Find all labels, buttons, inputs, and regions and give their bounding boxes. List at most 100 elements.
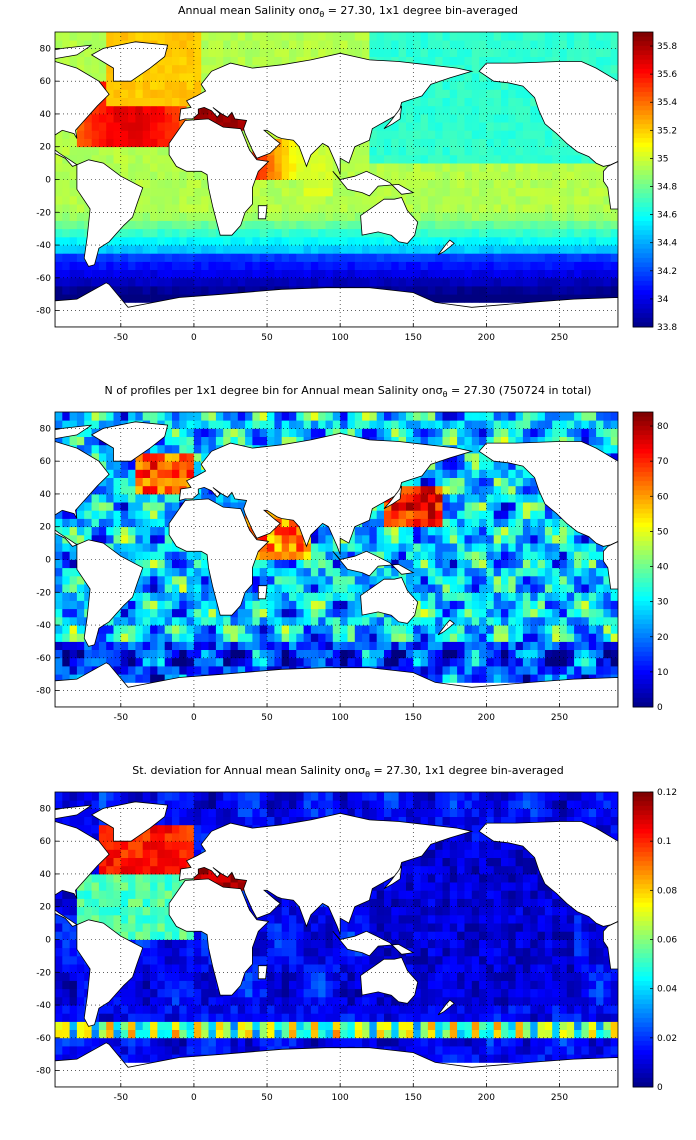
colorbar-tick-label: 35.4: [657, 98, 677, 108]
std-dev-map-plot: -50 0 50 100 150 200 250806040200-20-40-60-800…: [36, 788, 677, 1103]
landmass-eurasia: [178, 812, 474, 935]
colorbar-tick-label: 34.8: [657, 183, 677, 193]
colorbar-tick-label: 30: [657, 598, 669, 608]
x-tick-label: 150: [405, 333, 422, 343]
landmass-africa: [168, 498, 270, 616]
landmass-arctic-islands: [55, 424, 92, 440]
y-tick-label: 0: [45, 556, 51, 566]
x-tick-label: 50: [261, 1093, 273, 1103]
x-tick-label: 200: [478, 713, 495, 723]
landmass-antarctica: [55, 662, 618, 707]
colorbar-tick-label: 0.06: [657, 936, 677, 946]
y-tick-label: 60: [40, 837, 52, 847]
x-tick-label: -50: [113, 1093, 128, 1103]
data-field-layer: [55, 32, 618, 327]
landmass-africa: [168, 878, 270, 996]
colorbar-tick-label: 0.04: [657, 985, 677, 995]
landmass-arctic-islands: [55, 44, 92, 60]
y-tick-label: 20: [40, 143, 52, 153]
landmass-greenland: [90, 801, 169, 842]
landmass-japan: [383, 105, 402, 130]
colorbar-tick-label: 35.2: [657, 126, 677, 136]
colorbar-tick-label: 80: [657, 422, 669, 432]
x-tick-label: 50: [261, 713, 273, 723]
x-tick-label: 0: [191, 713, 197, 723]
colorbar-tick-label: 34.2: [657, 267, 677, 277]
landmass-antarctica: [55, 282, 618, 327]
y-tick-label: -60: [36, 1034, 51, 1044]
colorbar-tick-label: 33.8: [657, 323, 677, 333]
landmass-japan: [383, 865, 402, 890]
landmass-australia: [360, 577, 419, 624]
landmass-south-america-wrap: [603, 921, 618, 970]
landmass-madagascar: [257, 205, 268, 220]
coastline-layer: [55, 801, 618, 1087]
landmass-south-america-wrap: [603, 541, 618, 590]
colorbar-tick-label: 60: [657, 492, 669, 502]
y-tick-label: -60: [36, 274, 51, 284]
landmass-indonesia: [332, 550, 415, 577]
colorbar-tick-label: 40: [657, 563, 669, 573]
landmass-madagascar: [257, 965, 268, 980]
y-tick-label: -40: [36, 1001, 51, 1011]
landmass-north-america: [55, 821, 110, 927]
landmass-africa: [168, 118, 270, 236]
x-tick-label: -50: [113, 333, 128, 343]
landmass-japan: [383, 485, 402, 510]
coastline-layer: [55, 41, 618, 327]
landmass-south-america-wrap: [603, 161, 618, 210]
profile-count-map-plot: -50 0 50 100 150 200 250806040200-20-40-60-808…: [36, 411, 669, 723]
salinity-map-title: Annual mean Salinity onσθ = 27.30, 1x1 d…: [178, 4, 518, 20]
salinity-map-plot: -50 0 50 100 150 200 250806040200-20-40-60-803…: [36, 31, 677, 343]
colorbar-tick-label: 0.12: [657, 788, 677, 798]
y-tick-label: 0: [45, 176, 51, 186]
landmass-indonesia: [332, 930, 415, 957]
data-field-layer: [55, 412, 618, 707]
colorbar-tick-label: 20: [657, 633, 669, 643]
y-tick-label: -20: [36, 968, 51, 978]
profile-count-map-title: N of profiles per 1x1 degree bin for Ann…: [104, 384, 592, 400]
landmass-new-zealand: [437, 999, 455, 1016]
landmass-indonesia: [332, 170, 415, 197]
landmass-antarctica: [55, 1042, 618, 1087]
y-tick-label: -20: [36, 588, 51, 598]
colorbar-tick-label: 50: [657, 527, 669, 537]
x-tick-label: 250: [551, 1093, 568, 1103]
x-tick-label: -50: [113, 713, 128, 723]
colorbar-tick-label: 0.08: [657, 886, 677, 896]
y-tick-label: -40: [36, 621, 51, 631]
y-tick-label: -40: [36, 241, 51, 251]
landmass-arctic-islands: [55, 804, 92, 820]
y-tick-label: 60: [40, 457, 52, 467]
y-tick-label: 40: [40, 110, 52, 120]
y-tick-label: 80: [40, 44, 52, 54]
colorbar-tick-label: 34.4: [657, 239, 677, 249]
colorbar-tick-label: 35.6: [657, 70, 677, 80]
coastline-layer: [55, 421, 618, 707]
y-tick-label: 0: [45, 936, 51, 946]
y-tick-label: 60: [40, 77, 52, 87]
landmass-australia: [360, 197, 419, 244]
colorbar-tick-label: 0: [657, 703, 663, 713]
std-dev-map-panel: St. deviation for Annual mean Salinity o…: [0, 760, 696, 1140]
colorbar: 80 70 60 50 40 30 20 10 0: [632, 411, 669, 713]
colorbar: 0.12 0.1 0.08 0.06 0.04 0.02 0: [632, 788, 677, 1093]
data-field-layer: [55, 792, 618, 1087]
y-tick-label: -80: [36, 687, 51, 697]
landmass-madagascar: [257, 585, 268, 600]
x-tick-label: 250: [551, 713, 568, 723]
x-tick-label: 0: [191, 333, 197, 343]
y-tick-label: 80: [40, 804, 52, 814]
profile-count-map-panel: N of profiles per 1x1 degree bin for Ann…: [0, 380, 696, 760]
landmass-north-america-wrap: [478, 61, 618, 167]
x-tick-label: 250: [551, 333, 568, 343]
y-tick-label: 40: [40, 870, 52, 880]
landmass-greenland: [90, 421, 169, 462]
x-tick-label: 200: [478, 1093, 495, 1103]
landmass-eurasia: [178, 432, 474, 555]
landmass-greenland: [90, 41, 169, 82]
y-tick-label: -20: [36, 208, 51, 218]
colorbar-tick-label: 34: [657, 295, 669, 305]
salinity-map-panel: Annual mean Salinity onσθ = 27.30, 1x1 d…: [0, 0, 696, 380]
landmass-australia: [360, 957, 419, 1004]
